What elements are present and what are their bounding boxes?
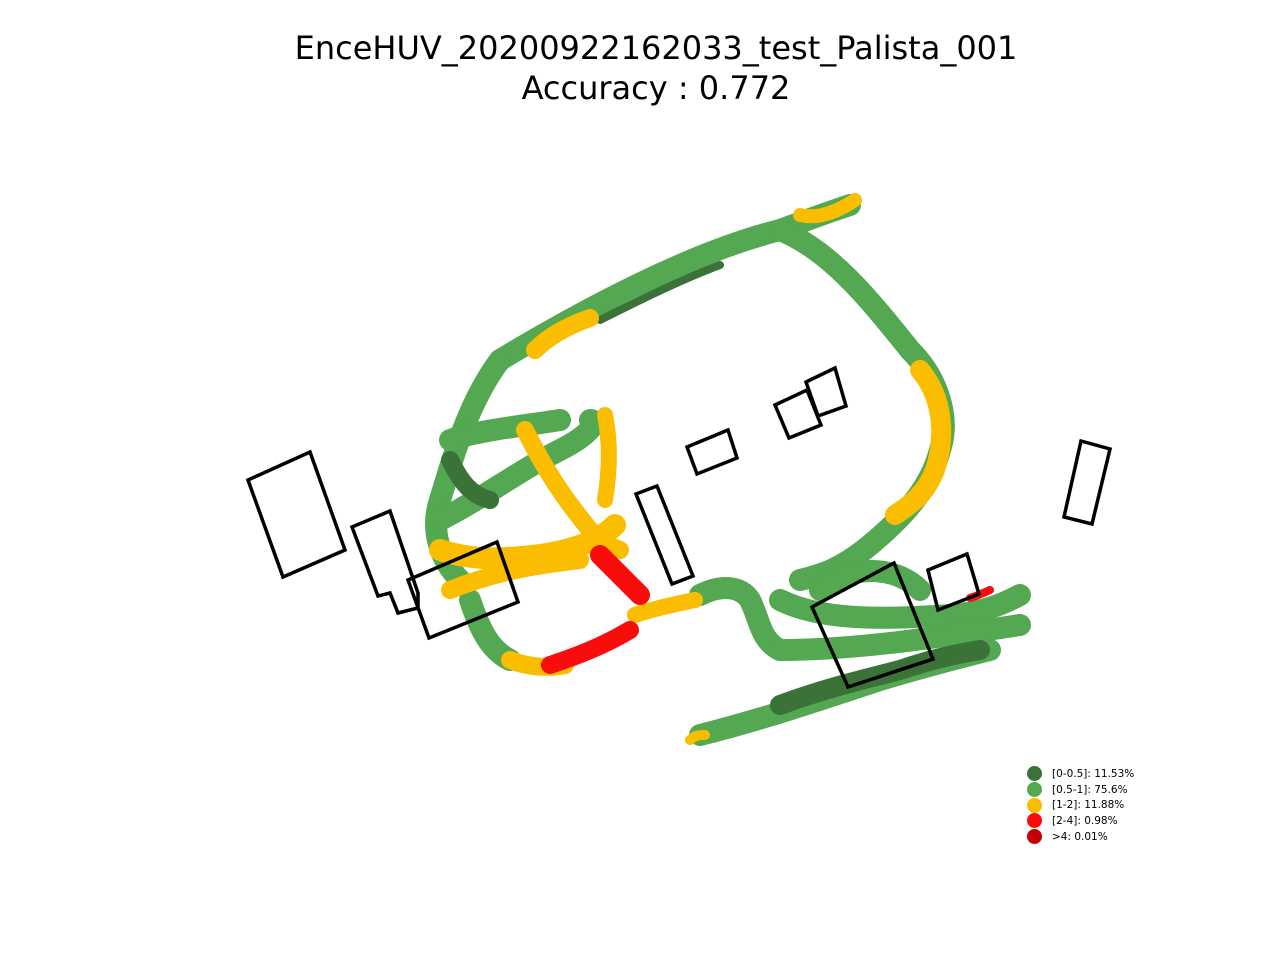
building-left — [349, 508, 420, 616]
legend-label: [0-0.5]: 11.53% — [1052, 767, 1135, 780]
track-segment-red-lower — [541, 621, 639, 674]
legend: [0-0.5]: 11.53% [0.5-1]: 75.6% [1-2]: 11… — [1024, 766, 1134, 845]
track-segment-inner-upper — [429, 409, 605, 531]
track-layer — [425, 193, 1031, 746]
track-segment-red-upper — [590, 545, 650, 605]
legend-marker — [1027, 813, 1042, 829]
track-segment-yellow-inner — [516, 421, 629, 559]
legend-item-over-4: >4: 0.01% — [1024, 829, 1134, 845]
legend-marker — [1027, 782, 1042, 798]
track-segment-bottom-link — [689, 577, 791, 661]
legend-marker — [1027, 829, 1042, 845]
legend-label: [1-2]: 11.88% — [1052, 799, 1125, 812]
legend-marker — [1027, 797, 1042, 813]
legend-marker — [1027, 766, 1042, 782]
building-lower-right-small — [925, 551, 982, 613]
building-far-right — [1061, 438, 1113, 527]
legend-item-0-0.5: [0-0.5]: 11.53% — [1024, 766, 1134, 782]
track-segment-top-yellow — [793, 193, 862, 224]
legend-item-1-2: [1-2]: 11.88% — [1024, 797, 1134, 813]
building-lower-right — [809, 560, 936, 690]
track-segment-right-loop — [769, 219, 955, 591]
legend-label: >4: 0.01% — [1052, 830, 1108, 843]
track-segment-inner-lower — [439, 409, 571, 451]
chart-subtitle: Accuracy : 0.772 — [521, 69, 791, 107]
building-center-strip — [633, 483, 696, 587]
legend-item-2-4: [2-4]: 0.98% — [1024, 813, 1134, 829]
building-far-left — [245, 449, 348, 580]
track-segment-lower-right-2 — [769, 614, 1031, 661]
track-segment-yellow-left-low — [441, 551, 589, 599]
building-layer — [245, 365, 1113, 690]
building-left-large — [405, 539, 521, 641]
building-upper-center — [772, 387, 824, 441]
legend-label: [0.5-1]: 75.6% — [1052, 783, 1128, 796]
legend-label: [2-4]: 0.98% — [1052, 814, 1118, 827]
track-segment-yellow-upper — [526, 309, 599, 359]
building-upper-center-2 — [803, 365, 849, 419]
track-segment-yellow-vertical — [597, 407, 617, 508]
chart-title-block: EnceHUV_20200922162033_test_Palista_001 … — [0, 28, 1280, 108]
chart-title: EnceHUV_20200922162033_test_Palista_001 — [294, 29, 1018, 67]
building-center-small — [684, 427, 740, 477]
legend-item-0.5-1: [0.5-1]: 75.6% — [1024, 782, 1134, 798]
track-segment-dark-left — [441, 451, 499, 509]
track-segment-yellow-right — [885, 360, 952, 525]
track-segment-yellow-end — [685, 730, 710, 745]
track-segment-dark-upper — [596, 261, 724, 324]
track-segment-yellow-link — [627, 592, 703, 623]
